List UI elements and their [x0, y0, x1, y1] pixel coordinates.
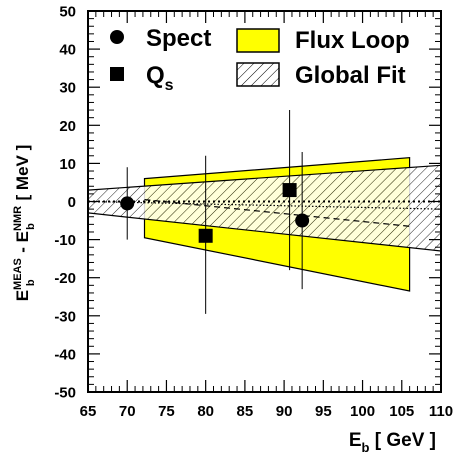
tick-labels-layer: 65 70 75 80 85 90 95 100 105 110 -50 -40 -30 -20 -10 0 1… [54, 4, 453, 421]
y-tick-label-0: 0 [68, 194, 76, 211]
x-tick-label-105: 105 [389, 403, 414, 420]
y-tick-label--40: -40 [54, 346, 76, 363]
point-qs-0 [198, 228, 213, 243]
legend-marker-flux-loop [236, 28, 280, 53]
legend-label-spect: Spect [146, 25, 211, 52]
x-tick-label-65: 65 [80, 403, 97, 420]
point-spect-0 [120, 196, 135, 211]
points-layer [120, 110, 310, 314]
y-tick-label--20: -20 [54, 270, 76, 287]
y-tick-label--10: -10 [54, 232, 76, 249]
y-tick-label--30: -30 [54, 308, 76, 325]
legend-label-qs: Qs [146, 62, 174, 94]
x-tick-label-80: 80 [197, 403, 214, 420]
y-tick-label-40: 40 [59, 42, 76, 59]
band-central-global-fit [88, 200, 441, 210]
x-tick-label-100: 100 [350, 403, 375, 420]
legend-label-flux-loop: Flux Loop [295, 27, 410, 54]
legend: Spect Qs Flux Loop Global Fit [110, 25, 410, 94]
band-global-fit [88, 164, 441, 252]
band-central-flux-loop [144, 198, 410, 227]
x-axis-label-main: E [349, 430, 362, 451]
y-axis-label-sup2: NMR [12, 206, 24, 231]
y-tick-label--50: -50 [54, 385, 76, 402]
legend-marker-spect [110, 30, 124, 44]
y-axis-label-mid: - E [13, 231, 32, 257]
y-tick-label-10: 10 [59, 156, 76, 173]
y-axis-label: EMEASb - ENMRb [ MeV ] [12, 145, 37, 302]
x-tick-label-85: 85 [237, 403, 254, 420]
legend-marker-qs [110, 67, 124, 81]
point-spect-1 [295, 213, 310, 228]
x-axis-label: Eb [ GeV ] [349, 430, 436, 454]
x-axis-label-sub: b [362, 440, 370, 454]
y-axis-label-main: E [13, 290, 32, 301]
x-tick-label-110: 110 [429, 403, 453, 420]
y-tick-label-20: 20 [59, 118, 76, 135]
legend-label-global-fit: Global Fit [295, 62, 406, 89]
ticks-layer [87, 10, 442, 393]
legend-label-qs-main: Q [146, 62, 165, 89]
y-axis-label-sup: MEAS [12, 258, 24, 290]
plot-area [88, 110, 441, 314]
y-axis-label-sub2: b [25, 223, 37, 230]
y-tick-label-30: 30 [59, 80, 76, 97]
x-tick-label-95: 95 [315, 403, 332, 420]
y-axis-label-sub: b [25, 279, 37, 286]
x-axis-label-suffix: [ GeV ] [369, 430, 436, 451]
x-tick-label-75: 75 [158, 403, 175, 420]
legend-marker-global-fit [236, 62, 280, 87]
legend-label-qs-sub: s [165, 77, 174, 94]
bands-layer [88, 157, 441, 292]
y-axis-label-suffix: [ MeV ] [13, 145, 32, 205]
y-tick-label-50: 50 [59, 4, 76, 21]
x-tick-label-90: 90 [276, 403, 293, 420]
x-tick-label-70: 70 [119, 403, 136, 420]
lines-layer [88, 198, 441, 227]
point-qs-1 [282, 183, 297, 198]
